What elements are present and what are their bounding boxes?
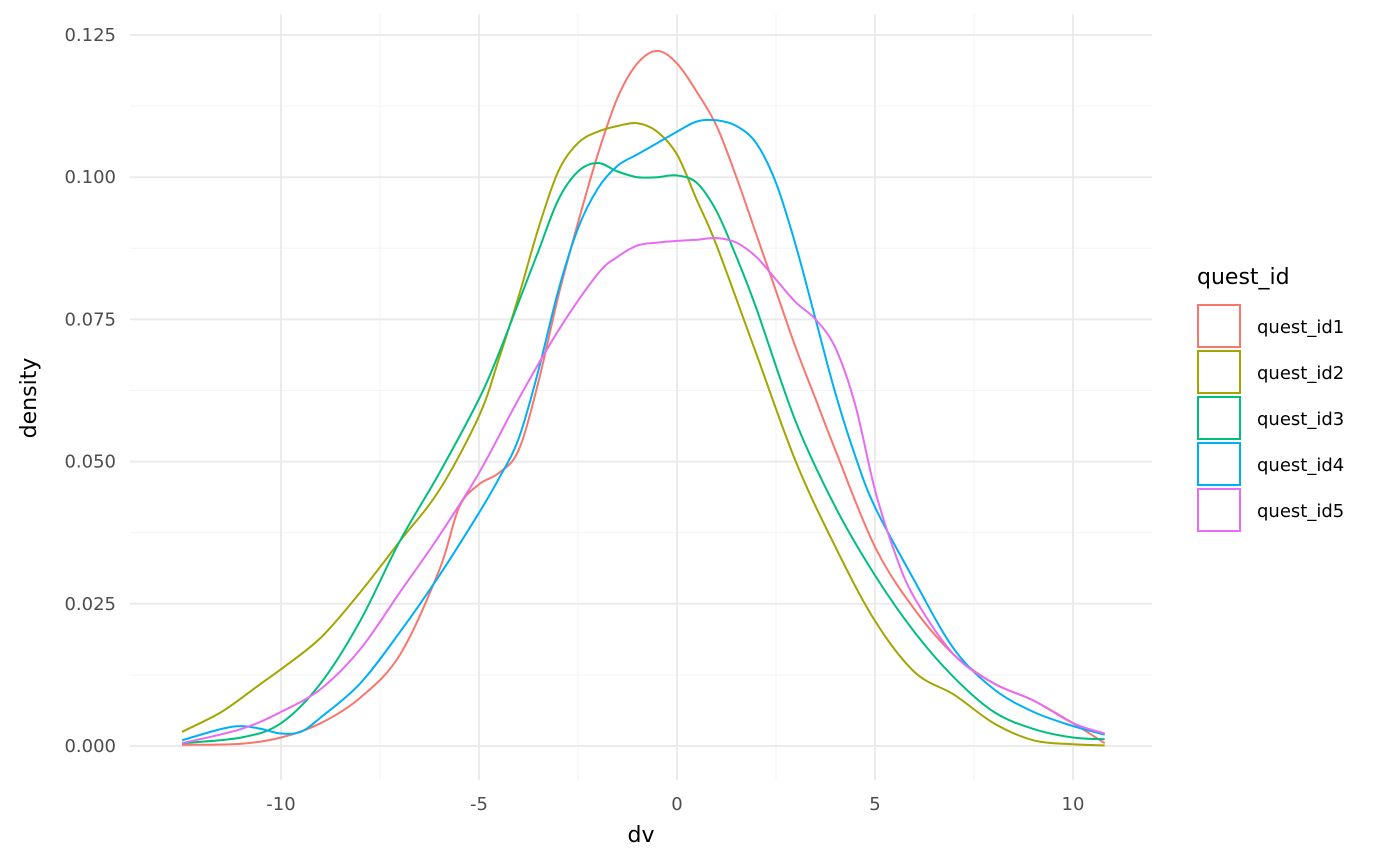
- legend-item-quest_id1: quest_id1: [1197, 304, 1344, 348]
- legend-key-quest_id4: [1197, 442, 1241, 486]
- legend-key-quest_id5: [1197, 488, 1241, 532]
- legend-item-quest_id2: quest_id2: [1197, 350, 1344, 394]
- series-line-quest_id5: [181, 237, 1106, 745]
- x-tick-label: -10: [266, 794, 295, 815]
- x-tick-label: -5: [470, 794, 488, 815]
- legend-label: quest_id2: [1257, 363, 1344, 384]
- legend-key-quest_id2: [1197, 350, 1241, 394]
- legend-key-quest_id3: [1197, 396, 1241, 440]
- y-tick-label: 0.025: [64, 594, 116, 615]
- x-axis-title: dv: [628, 823, 655, 848]
- legend-label: quest_id4: [1257, 455, 1344, 476]
- series-line-quest_id1: [181, 49, 1106, 746]
- series-line-quest_id4: [181, 118, 1105, 742]
- series-lines: [181, 49, 1106, 747]
- series-line-quest_id3: [181, 161, 1105, 745]
- legend-title: quest_id: [1197, 265, 1290, 290]
- legend-item-quest_id3: quest_id3: [1197, 396, 1344, 440]
- y-tick-label: 0.100: [64, 167, 116, 188]
- legend-item-quest_id5: quest_id5: [1197, 488, 1344, 532]
- legend-label: quest_id3: [1257, 409, 1344, 430]
- y-tick-label: 0.000: [64, 736, 116, 757]
- legend-label: quest_id1: [1257, 317, 1344, 338]
- x-tick-label: 5: [869, 794, 880, 815]
- y-axis-title: density: [17, 358, 42, 439]
- y-tick-label: 0.050: [64, 452, 116, 473]
- legend-key-quest_id1: [1197, 304, 1241, 348]
- series-line-quest_id2: [181, 121, 1105, 747]
- legend: quest_id quest_id1 quest_id2 quest_id3ques…: [1197, 265, 1344, 532]
- x-tick-label: 0: [671, 794, 682, 815]
- legend-label: quest_id5: [1257, 501, 1344, 522]
- x-tick-label: 10: [1062, 794, 1085, 815]
- y-tick-label: 0.075: [64, 309, 116, 330]
- y-tick-label: 0.125: [64, 25, 116, 46]
- y-axis-ticks: 0.000 0.025 0.050 0.075 0.100 0.125: [64, 25, 116, 757]
- grid: [130, 14, 1152, 780]
- legend-item-quest_id4: quest_id4: [1197, 442, 1344, 486]
- x-axis-ticks: -10 -5 0 5 10: [266, 794, 1084, 815]
